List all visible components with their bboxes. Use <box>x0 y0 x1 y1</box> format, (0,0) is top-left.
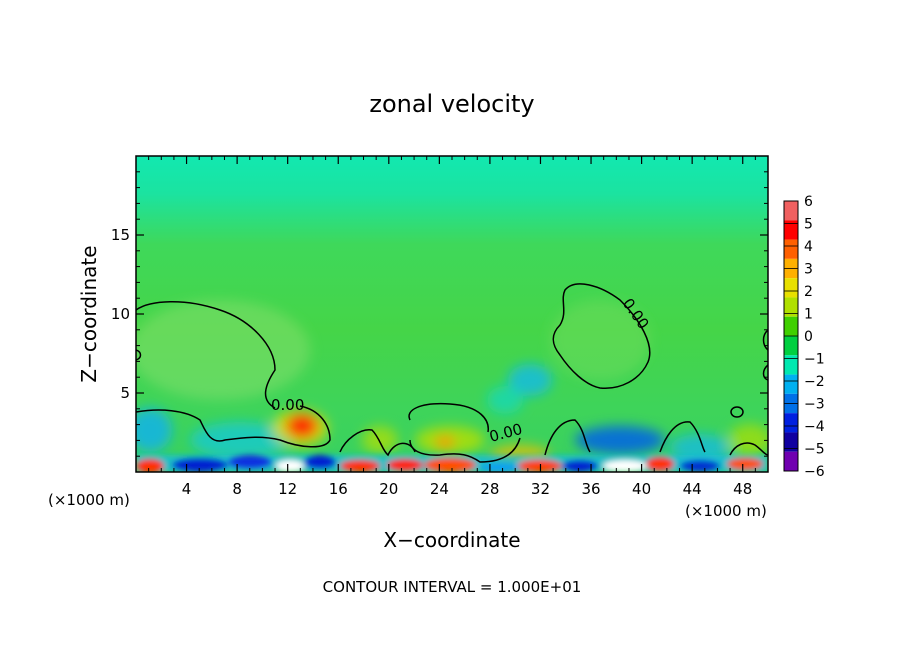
x-tick-label: 20 <box>379 480 398 498</box>
y-ticks: 5 10 15 <box>111 171 768 457</box>
contour-bottom <box>339 419 768 457</box>
colorbar-label: −1 <box>804 352 825 368</box>
y-tick-label: 10 <box>111 305 130 323</box>
y-tick-label: 5 <box>120 384 130 402</box>
contour-label-left: 0.00 <box>271 396 304 414</box>
x-tick-label: 44 <box>683 480 702 498</box>
x-tick-label: 48 <box>733 480 752 498</box>
colorbar-swatch <box>784 278 798 298</box>
contour-right <box>552 283 651 389</box>
zero-contours <box>136 283 768 463</box>
colorbar-swatch <box>784 220 798 240</box>
x-tick-label: 40 <box>632 480 651 498</box>
colorbar-swatch <box>784 413 798 433</box>
x-tick-label: 4 <box>182 480 192 498</box>
colorbar-label: −2 <box>804 374 825 390</box>
colorbar-label: 3 <box>804 262 813 278</box>
colorbar-label: 5 <box>804 217 813 233</box>
colorbar-label: 6 <box>804 194 813 210</box>
colorbar-swatch <box>784 374 798 394</box>
colorbar-swatch <box>784 451 798 471</box>
x-tick-label: 32 <box>531 480 550 498</box>
colorbar-swatch <box>784 432 798 452</box>
colorbar-label: 4 <box>804 239 813 255</box>
x-tick-label: 24 <box>430 480 449 498</box>
colorbar-swatch <box>784 297 798 317</box>
x-tick-label: 8 <box>232 480 242 498</box>
x-unit-right: (×1000 m) <box>685 502 767 520</box>
colorbar-label: 2 <box>804 284 813 300</box>
contour-center <box>408 402 521 463</box>
colorbar: 6 5 4 3 2 1 0 −1 −2 −3 −4 −5 −6 <box>783 194 825 480</box>
colorbar-label: −3 <box>804 397 825 413</box>
x-tick-label: 12 <box>278 480 297 498</box>
x-tick-label: 16 <box>329 480 348 498</box>
colorbar-swatch <box>784 336 798 356</box>
plot-area: 0.00 0.00 0.00 <box>136 156 768 472</box>
colorbar-label: −6 <box>804 464 825 480</box>
colorbar-label: −5 <box>804 442 825 458</box>
colorbar-label: 1 <box>804 307 813 323</box>
colorbar-label: 0 <box>804 329 813 345</box>
colorbar-swatch <box>784 355 798 375</box>
chart-title: zonal velocity <box>369 90 534 118</box>
contour-left <box>136 301 331 448</box>
colorbar-label: −4 <box>804 419 825 435</box>
y-tick-label: 15 <box>111 226 130 244</box>
x-unit-left: (×1000 m) <box>48 491 130 509</box>
x-tick-label: 28 <box>480 480 499 498</box>
colorbar-swatch <box>784 316 798 336</box>
x-axis-label: X−coordinate <box>383 528 520 552</box>
colorbar-swatch <box>784 201 798 221</box>
x-ticks: 4 8 12 16 20 24 28 32 36 40 44 48 <box>148 156 756 498</box>
y-axis-label: Z−coordinate <box>77 245 101 382</box>
colorbar-swatch <box>784 239 798 259</box>
contour-interval-footer: CONTOUR INTERVAL = 1.000E+01 <box>323 578 582 596</box>
x-tick-label: 36 <box>581 480 600 498</box>
